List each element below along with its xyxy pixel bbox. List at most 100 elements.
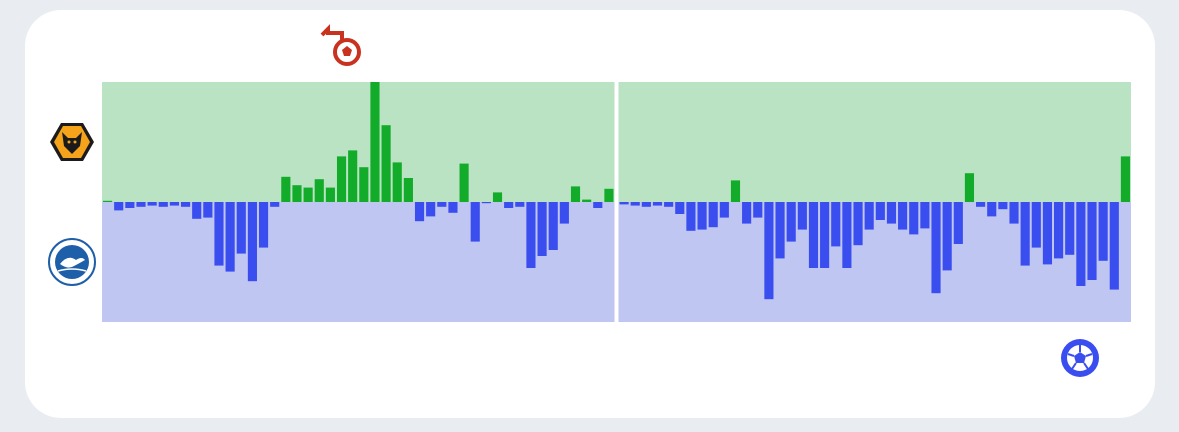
momentum-bar (582, 199, 592, 202)
momentum-bar (964, 173, 975, 202)
momentum-bar (753, 202, 763, 218)
momentum-bar (652, 202, 663, 206)
momentum-bar (348, 150, 358, 202)
momentum-bar (448, 202, 458, 213)
momentum-bar (292, 185, 302, 202)
momentum-bar (504, 202, 514, 208)
momentum-bar (1109, 202, 1119, 290)
momentum-bar (570, 186, 581, 202)
momentum-bar (775, 202, 785, 259)
momentum-bar (842, 202, 852, 268)
momentum-bar (125, 202, 135, 208)
momentum-bar (764, 202, 774, 300)
momentum-bar (192, 202, 202, 219)
momentum-bar (1042, 202, 1053, 265)
momentum-bar (987, 202, 997, 217)
momentum-bar (214, 202, 224, 266)
momentum-bar (786, 202, 796, 242)
momentum-bar (414, 202, 425, 222)
away-team-logo (48, 238, 96, 286)
momentum-bar (1031, 202, 1041, 248)
momentum-bar (247, 202, 257, 282)
momentum-bar (831, 202, 841, 247)
momentum-bar (114, 202, 124, 211)
momentum-bar (875, 202, 885, 220)
momentum-bar (281, 176, 291, 202)
momentum-bar (147, 202, 157, 206)
momentum-bar (515, 202, 525, 207)
momentum-bar (797, 202, 807, 230)
momentum-bar (1087, 202, 1097, 280)
momentum-bar (730, 180, 741, 202)
momentum-bar (931, 202, 941, 294)
home-team-logo (50, 123, 94, 161)
momentum-bar (537, 202, 547, 256)
momentum-bar (303, 187, 313, 202)
momentum-bar (630, 202, 640, 206)
momentum-bar (697, 202, 707, 230)
positive-area (102, 82, 615, 202)
momentum-bar (225, 202, 235, 272)
momentum-bar (909, 202, 919, 235)
momentum-bar (158, 202, 168, 207)
momentum-bar (336, 156, 347, 202)
momentum-bar (459, 163, 469, 202)
momentum-bar (853, 202, 863, 246)
momentum-bar (136, 202, 146, 207)
momentum-bar (641, 202, 651, 207)
momentum-bar (820, 202, 830, 268)
momentum-bar (1098, 202, 1108, 261)
momentum-bar (953, 202, 963, 244)
momentum-bar (593, 202, 603, 208)
momentum-bar (976, 202, 986, 207)
momentum-bar (898, 202, 908, 230)
own-goal-icon (320, 24, 361, 66)
momentum-bar (808, 202, 819, 268)
momentum-bar (1054, 202, 1064, 259)
momentum-bar (1020, 202, 1030, 266)
momentum-bar (403, 178, 413, 202)
momentum-bar (886, 202, 897, 224)
momentum-bar (604, 188, 614, 202)
momentum-bar (236, 202, 246, 254)
momentum-bar (359, 167, 369, 202)
momentum-bar (1009, 202, 1019, 224)
momentum-bar (864, 202, 874, 230)
momentum-bar (664, 202, 674, 207)
momentum-bar (675, 202, 685, 214)
momentum-bar (180, 202, 191, 207)
momentum-bar (559, 202, 569, 224)
momentum-bar (1120, 156, 1130, 202)
momentum-bar (686, 202, 696, 231)
momentum-bar (169, 202, 179, 206)
momentum-bar (481, 202, 491, 204)
positive-area (618, 82, 1131, 202)
momentum-bar (742, 202, 752, 224)
momentum-bar (426, 202, 436, 217)
momentum-bar (325, 187, 335, 202)
momentum-bar (258, 202, 269, 248)
momentum-bar (381, 125, 391, 202)
momentum-bar (920, 202, 930, 229)
momentum-bar (719, 202, 729, 218)
momentum-bar (270, 202, 280, 207)
momentum-bar (314, 179, 324, 202)
momentum-bar (392, 162, 402, 202)
momentum-bar (370, 82, 380, 202)
momentum-bar (526, 202, 536, 268)
momentum-bar (708, 202, 718, 228)
momentum-bar (942, 202, 952, 271)
goal-icon (1061, 339, 1099, 377)
momentum-bar (1076, 202, 1086, 286)
momentum-bar (998, 202, 1008, 210)
momentum-bar (492, 192, 503, 202)
momentum-bar (1065, 202, 1075, 255)
momentum-bar (203, 202, 213, 218)
momentum-bar (470, 202, 480, 242)
momentum-bar (103, 200, 113, 202)
momentum-bar (619, 202, 629, 205)
momentum-bar (437, 202, 447, 207)
momentum-bar (548, 202, 558, 250)
